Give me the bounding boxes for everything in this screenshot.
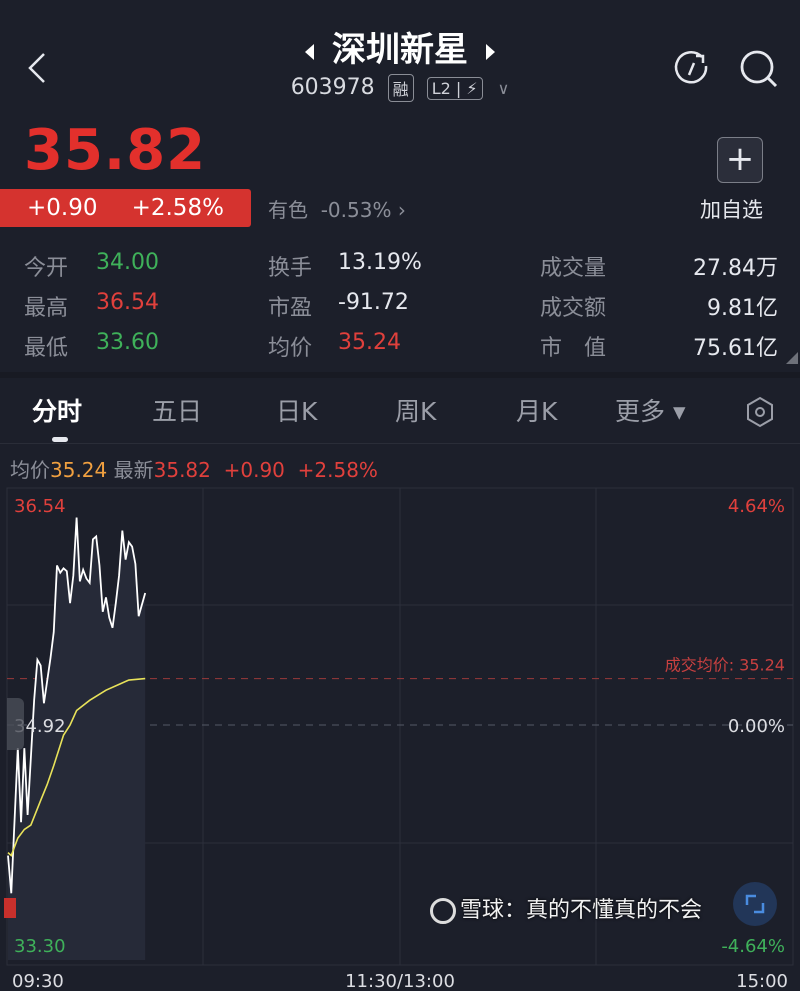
legend-avg: 35.24: [50, 458, 108, 482]
add-watchlist-label[interactable]: 加自选: [700, 198, 763, 222]
stock-subtitle: 603978 融 L2 | ⚡ ∨: [0, 74, 800, 102]
tab-3[interactable]: 周K: [395, 397, 437, 426]
divider: [0, 372, 800, 378]
tab-4[interactable]: 月K: [516, 397, 558, 426]
price-change: +0.90: [27, 195, 98, 221]
active-tab-indicator: [52, 437, 68, 442]
l2-label: L2: [431, 78, 451, 98]
watermark: 雪球：真的不懂真的不会: [430, 892, 702, 924]
stat-value: 75.61亿: [693, 336, 778, 361]
fullscreen-button[interactable]: [733, 882, 777, 926]
chart-tabs: 分时 五日 日K 周K 月K 更多 ▾: [0, 392, 800, 434]
stock-title: 深圳新星: [0, 22, 800, 71]
x-tick: 11:30/13:00: [345, 971, 455, 991]
refresh-button[interactable]: [672, 48, 712, 92]
y-pct-high: 4.64%: [728, 496, 785, 517]
chevron-right-icon: ›: [397, 198, 406, 222]
stat-value: -91.72: [338, 290, 409, 315]
add-watchlist-button[interactable]: +: [717, 137, 763, 183]
chart-legend: 均价35.24 最新35.82 +0.90 +2.58%: [10, 454, 378, 483]
stat-label: 市盈: [268, 296, 313, 321]
dropdown-icon[interactable]: ∨: [497, 79, 510, 98]
current-price: 35.82: [24, 118, 207, 183]
fullscreen-icon: [745, 894, 765, 914]
stat-value: 34.00: [96, 250, 159, 275]
stat-label: 换手: [268, 256, 313, 281]
y-label-high: 36.54: [14, 496, 66, 517]
y-pct-base: 0.00%: [728, 716, 785, 737]
tab-0[interactable]: 分时: [32, 397, 83, 426]
price-area: [8, 517, 146, 960]
divider: [0, 443, 800, 444]
sector-pct: -0.53%: [320, 198, 392, 222]
search-icon: [740, 50, 778, 88]
chevron-left-icon: [28, 53, 45, 83]
watermark-text: 雪球：真的不懂真的不会: [460, 898, 703, 923]
stat-value: 35.24: [338, 330, 401, 355]
stat-label: 最高: [24, 296, 69, 321]
l2-badge[interactable]: L2 | ⚡: [426, 76, 483, 100]
y-label-base: 34.92: [14, 716, 66, 737]
stat-value: 27.84万: [693, 256, 778, 281]
stat-label: 市 值: [540, 336, 607, 361]
stat-label: 最低: [24, 336, 69, 361]
stat-label: 今开: [24, 256, 69, 281]
stat-value: 9.81亿: [707, 296, 778, 321]
legend-last-label: 最新: [113, 458, 154, 482]
x-tick: 09:30: [12, 971, 64, 991]
stat-value: 36.54: [96, 290, 159, 315]
sector-name: 有色: [268, 198, 308, 222]
avg-price-series: [7, 677, 146, 857]
y-pct-low: -4.64%: [721, 936, 785, 957]
flash-icon: ⚡: [466, 78, 478, 98]
prev-stock-icon[interactable]: [305, 43, 314, 60]
stock-code: 603978: [290, 75, 375, 100]
stat-label: 成交量: [540, 256, 607, 281]
legend-avg-label: 均价: [10, 458, 50, 482]
tab-1[interactable]: 五日: [152, 397, 203, 426]
price-change-pct: +2.58%: [131, 195, 224, 221]
stat-label: 成交额: [540, 296, 607, 321]
y-label-low: 33.30: [14, 936, 66, 957]
tab-5[interactable]: 更多 ▾: [615, 397, 686, 426]
x-tick: 15:00: [736, 971, 788, 991]
stock-name: 深圳新星: [332, 30, 468, 70]
sector-link[interactable]: 有色 -0.53% ›: [268, 194, 406, 223]
avg-line-label: 成交均价: 35.24: [665, 656, 785, 675]
legend-last: 35.82: [153, 458, 211, 482]
legend-pct: +2.58%: [297, 458, 378, 482]
chart-side-handle[interactable]: [7, 698, 24, 750]
chart-settings-button[interactable]: [745, 396, 775, 432]
stat-value: 33.60: [96, 330, 159, 355]
change-bar: +0.90 +2.58%: [0, 189, 251, 227]
expand-corner-icon[interactable]: [786, 352, 798, 364]
stat-label: 均价: [268, 336, 313, 361]
next-stock-icon[interactable]: [486, 43, 495, 60]
legend-change: +0.90: [223, 458, 285, 482]
stat-value: 13.19%: [338, 250, 422, 275]
settings-icon: [747, 396, 773, 428]
trade-marker: [4, 898, 16, 918]
back-button[interactable]: [26, 52, 48, 83]
xueqiu-logo-icon: [430, 898, 456, 924]
refresh-icon: [674, 51, 708, 84]
margin-badge: 融: [387, 74, 414, 102]
search-button[interactable]: [738, 48, 780, 94]
tab-2[interactable]: 日K: [276, 397, 318, 426]
